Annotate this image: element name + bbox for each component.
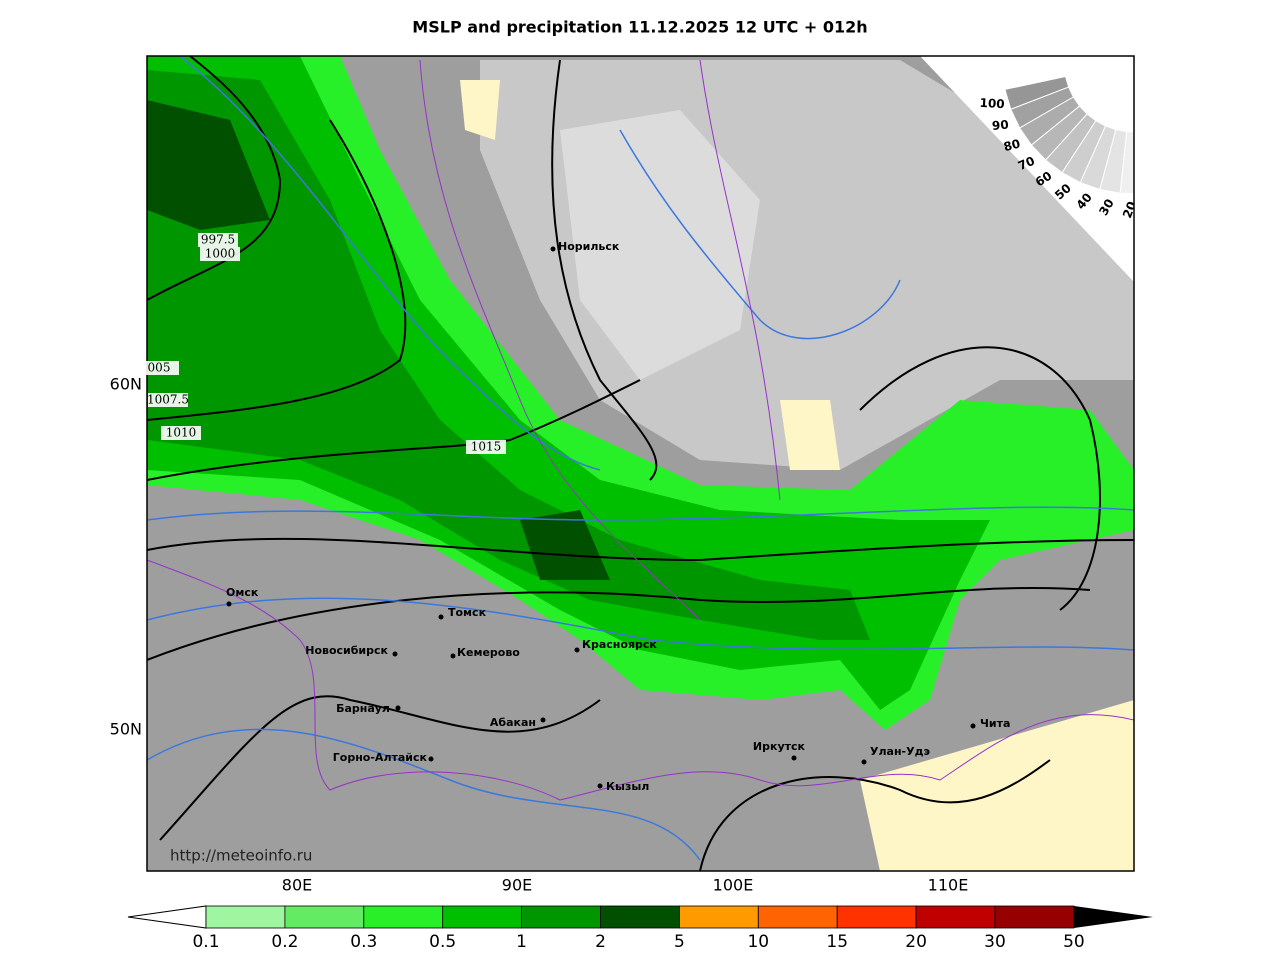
- city-dot: [395, 705, 401, 711]
- lon-label: 90E: [502, 876, 532, 895]
- isobar-label: 1000: [205, 247, 236, 261]
- cloud-wedge: [1119, 131, 1134, 195]
- isobar-label-bg: [139, 361, 179, 375]
- colorbar-over: [1074, 906, 1153, 928]
- city-dot: [970, 723, 976, 729]
- isobar-label-bg: [161, 426, 201, 440]
- colorbar-box: [205, 905, 286, 929]
- city-label: Томск: [448, 606, 487, 619]
- city-dot: [861, 759, 867, 765]
- city-label: Норильск: [558, 240, 620, 253]
- colorbar-tick-label: 1: [516, 932, 527, 952]
- colorbar-tick-label: 0.2: [271, 932, 298, 952]
- colorbar-box: [442, 905, 523, 929]
- isobar-label: 005: [148, 361, 171, 375]
- colorbar-tick-label: 50: [1063, 932, 1085, 952]
- borders: [147, 59, 1134, 801]
- colorbar-tick-label: 10: [747, 932, 769, 952]
- city-label: Новосибирск: [305, 644, 388, 657]
- source-url: http://meteoinfo.ru: [170, 847, 312, 865]
- colorbar-tick-label: 0.1: [192, 932, 219, 952]
- colorbar-tick-label: 2: [595, 932, 606, 952]
- colorbar-box: [363, 905, 444, 929]
- city-dot: [550, 246, 556, 252]
- lat-label: 60N: [110, 375, 142, 394]
- isobar-label-bg: [148, 393, 188, 407]
- isobar-label: 1007.5: [147, 393, 189, 407]
- cloud-legend-label: 90: [991, 117, 1009, 133]
- colorbar-box: [679, 905, 759, 929]
- isobar-label: 997.5: [201, 233, 235, 247]
- cloud-legend-label: 20: [1120, 199, 1139, 220]
- city-label: Кызыл: [606, 780, 649, 793]
- precip-2: [147, 100, 610, 580]
- isobar-label-bg: [198, 233, 238, 247]
- city-dot: [392, 651, 398, 657]
- colorbar-tick-label: 0.3: [350, 932, 377, 952]
- colorbar-box: [521, 905, 601, 929]
- colorbar-box: [284, 905, 365, 929]
- isotherms: [147, 56, 1134, 861]
- city-label: Кемерово: [457, 646, 520, 659]
- precip-05: [147, 56, 990, 710]
- city-dot: [450, 653, 456, 659]
- cloud-legend-label: 80: [1002, 136, 1022, 154]
- city-dot: [438, 614, 444, 620]
- clear-sky: [460, 80, 1134, 871]
- colorbar-box: [915, 905, 996, 929]
- colorbar-tick-label: 5: [674, 932, 685, 952]
- city-dot: [226, 601, 232, 607]
- city-dot: [791, 755, 797, 761]
- colorbar-tick-label: 30: [984, 932, 1006, 952]
- isobar-label: 1015: [471, 440, 502, 454]
- colorbar-under: [127, 905, 207, 929]
- cloud-legend-label: 100: [979, 96, 1005, 112]
- city-dot: [428, 756, 434, 762]
- colorbar-box: [757, 905, 838, 929]
- city-label: Чита: [980, 717, 1010, 730]
- city-label: Омск: [226, 586, 259, 599]
- city-dot: [540, 717, 546, 723]
- cloud-lighter: [560, 110, 760, 380]
- city-dot: [574, 647, 580, 653]
- city-label: Абакан: [490, 716, 536, 729]
- colorbar-box: [836, 905, 917, 929]
- isobar-label-bg: [466, 440, 506, 454]
- isobars: [147, 56, 1134, 871]
- city-label: Горно-Алтайск: [333, 751, 428, 764]
- city-dot: [597, 783, 603, 789]
- map-frame: [146, 55, 1135, 872]
- isobar-label-bg: [200, 247, 240, 261]
- lon-label: 110E: [928, 876, 969, 895]
- isobar-label: 1010: [166, 426, 197, 440]
- colorbar-tick-label: 15: [826, 932, 848, 952]
- lon-label: 80E: [282, 876, 312, 895]
- colorbar-box: [994, 905, 1075, 929]
- title: MSLP and precipitation 11.12.2025 12 UTC…: [412, 18, 867, 37]
- lon-label: 100E: [713, 876, 754, 895]
- cloud-legend-label: 70: [1016, 154, 1037, 173]
- city-label: Барнаул: [336, 702, 390, 715]
- colorbar-box: [600, 905, 680, 929]
- city-label: Улан-Удэ: [870, 745, 930, 758]
- city-label: Иркутск: [753, 740, 806, 753]
- colorbar-tick-label: 0.5: [429, 932, 456, 952]
- colorbar-tick-label: 20: [905, 932, 927, 952]
- lat-label: 50N: [110, 720, 142, 739]
- city-label: Красноярск: [582, 638, 657, 651]
